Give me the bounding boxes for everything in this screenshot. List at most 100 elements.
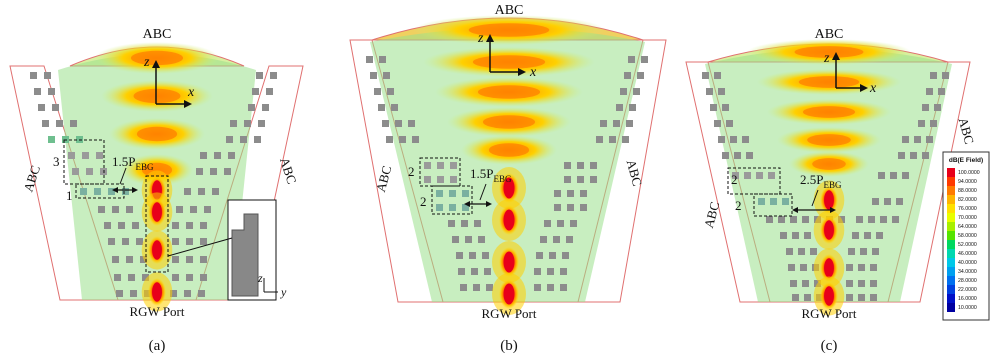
- ebg-pin: [626, 120, 633, 127]
- ebg-pin: [258, 120, 265, 127]
- ebg-pin: [790, 216, 797, 223]
- ebg-pin: [172, 256, 179, 263]
- ebg-pin: [798, 248, 805, 255]
- ebg-pin: [48, 136, 55, 143]
- ebg-pin: [856, 216, 863, 223]
- ebg-pin: [170, 290, 177, 297]
- ebg-pin: [758, 198, 765, 205]
- ebg-pin: [196, 168, 203, 175]
- ebg-pin: [852, 232, 859, 239]
- ebg-pin: [930, 120, 937, 127]
- ebg-pin: [186, 274, 193, 281]
- ebg-pin: [450, 176, 457, 183]
- dashed-box-upper: [63, 139, 105, 185]
- colorbar-legend: dB(E Field) 100.0000 94.0000 88.0000 82.000…: [942, 151, 990, 321]
- ebg-pin: [560, 284, 567, 291]
- ebg-pin: [126, 206, 133, 213]
- ebg-pin: [128, 274, 135, 281]
- hotspot-core: [503, 283, 515, 305]
- legend-tick-label: 52.0000: [958, 242, 977, 248]
- ebg-pin: [926, 136, 933, 143]
- ebg-pin: [788, 264, 795, 271]
- ebg-pin: [580, 190, 587, 197]
- ebg-pin: [456, 252, 463, 259]
- ebg-pin: [266, 88, 273, 95]
- axis-x-label: x: [869, 81, 877, 96]
- arrowhead: [486, 34, 494, 42]
- ebg-pin: [224, 168, 231, 175]
- legend-swatch: [947, 231, 955, 240]
- ebg-pin: [910, 152, 917, 159]
- hotspot-core: [152, 282, 162, 302]
- label-top-abc: ABC: [815, 27, 844, 42]
- inset-leader: [167, 237, 233, 257]
- label-right-abc: ABC: [624, 158, 645, 188]
- ebg-pin: [566, 236, 573, 243]
- ebg-pin: [722, 104, 729, 111]
- field-bands: [413, 15, 605, 165]
- ebg-pin: [562, 252, 569, 259]
- ebg-pin: [486, 284, 493, 291]
- legend-swatch: [947, 195, 955, 204]
- ebg-pin: [800, 264, 807, 271]
- ebg-pin: [108, 188, 115, 195]
- label-left-abc: ABC: [373, 164, 394, 194]
- ebg-pin: [624, 72, 631, 79]
- arrowhead: [518, 68, 526, 76]
- axis-z-label: z: [477, 31, 484, 46]
- ebg-pin: [226, 136, 233, 143]
- hotspot-core: [824, 258, 834, 278]
- ebg-pin: [452, 236, 459, 243]
- ebg-pin: [270, 72, 277, 79]
- ebg-pin: [926, 88, 933, 95]
- ebg-pin: [577, 162, 584, 169]
- hotspot-core: [503, 177, 515, 199]
- axis-z-label: z: [143, 55, 150, 70]
- arrowhead: [486, 201, 492, 207]
- ebg-pin: [567, 190, 574, 197]
- ebg-pin: [482, 252, 489, 259]
- ebg-pin: [436, 204, 443, 211]
- ebg-pin: [424, 162, 431, 169]
- ebg-pin: [860, 248, 867, 255]
- ebg-pin: [412, 136, 419, 143]
- spacing-sub: EBG: [823, 180, 842, 190]
- legend-tick-label: 46.0000: [958, 251, 977, 257]
- ebg-pin: [914, 136, 921, 143]
- ebg-pin: [126, 256, 133, 263]
- ebg-pin: [94, 188, 101, 195]
- ebg-pin: [792, 232, 799, 239]
- ebg-pin: [577, 176, 584, 183]
- ebg-pin: [534, 268, 541, 275]
- legend-tick-label: 16.0000: [958, 296, 977, 302]
- panel-b: ABC ABC ABC RGW Port z x 1.5PEBG 2 2 (b): [349, 3, 667, 354]
- ebg-pin: [892, 216, 899, 223]
- ebg-pin: [210, 168, 217, 175]
- ebg-pin: [96, 152, 103, 159]
- ebg-pin: [200, 256, 207, 263]
- ebg-pin: [790, 280, 797, 287]
- ebg-pin: [449, 204, 456, 211]
- panel-c: ABC ABC ABC RGW Port z x 2.5PEBG 2 2 (c): [685, 27, 977, 354]
- legend-swatch: [947, 204, 955, 213]
- legend-swatches: 100.0000 94.0000 88.0000 82.0000 76.0000 70.0…: [947, 168, 980, 312]
- label-top-abc: ABC: [143, 27, 172, 42]
- legend-tick-label: 100.0000: [958, 170, 980, 176]
- legend-tick-label: 22.0000: [958, 287, 977, 293]
- hotspot-core: [824, 220, 834, 240]
- legend-swatch: [947, 222, 955, 231]
- ebg-pin: [734, 152, 741, 159]
- ebg-pin: [484, 268, 491, 275]
- legend-swatch: [947, 294, 955, 303]
- arrowhead: [184, 100, 192, 108]
- ebg-pin: [200, 152, 207, 159]
- legend-swatch: [947, 186, 955, 195]
- label-left-abc: ABC: [20, 164, 43, 194]
- ebg-pin: [637, 72, 644, 79]
- ebg-pin: [408, 120, 415, 127]
- ebg-pins: [366, 56, 648, 291]
- ebg-pin: [198, 188, 205, 195]
- ebg-pin: [399, 136, 406, 143]
- ebg-pin: [596, 136, 603, 143]
- arrowhead: [792, 207, 798, 213]
